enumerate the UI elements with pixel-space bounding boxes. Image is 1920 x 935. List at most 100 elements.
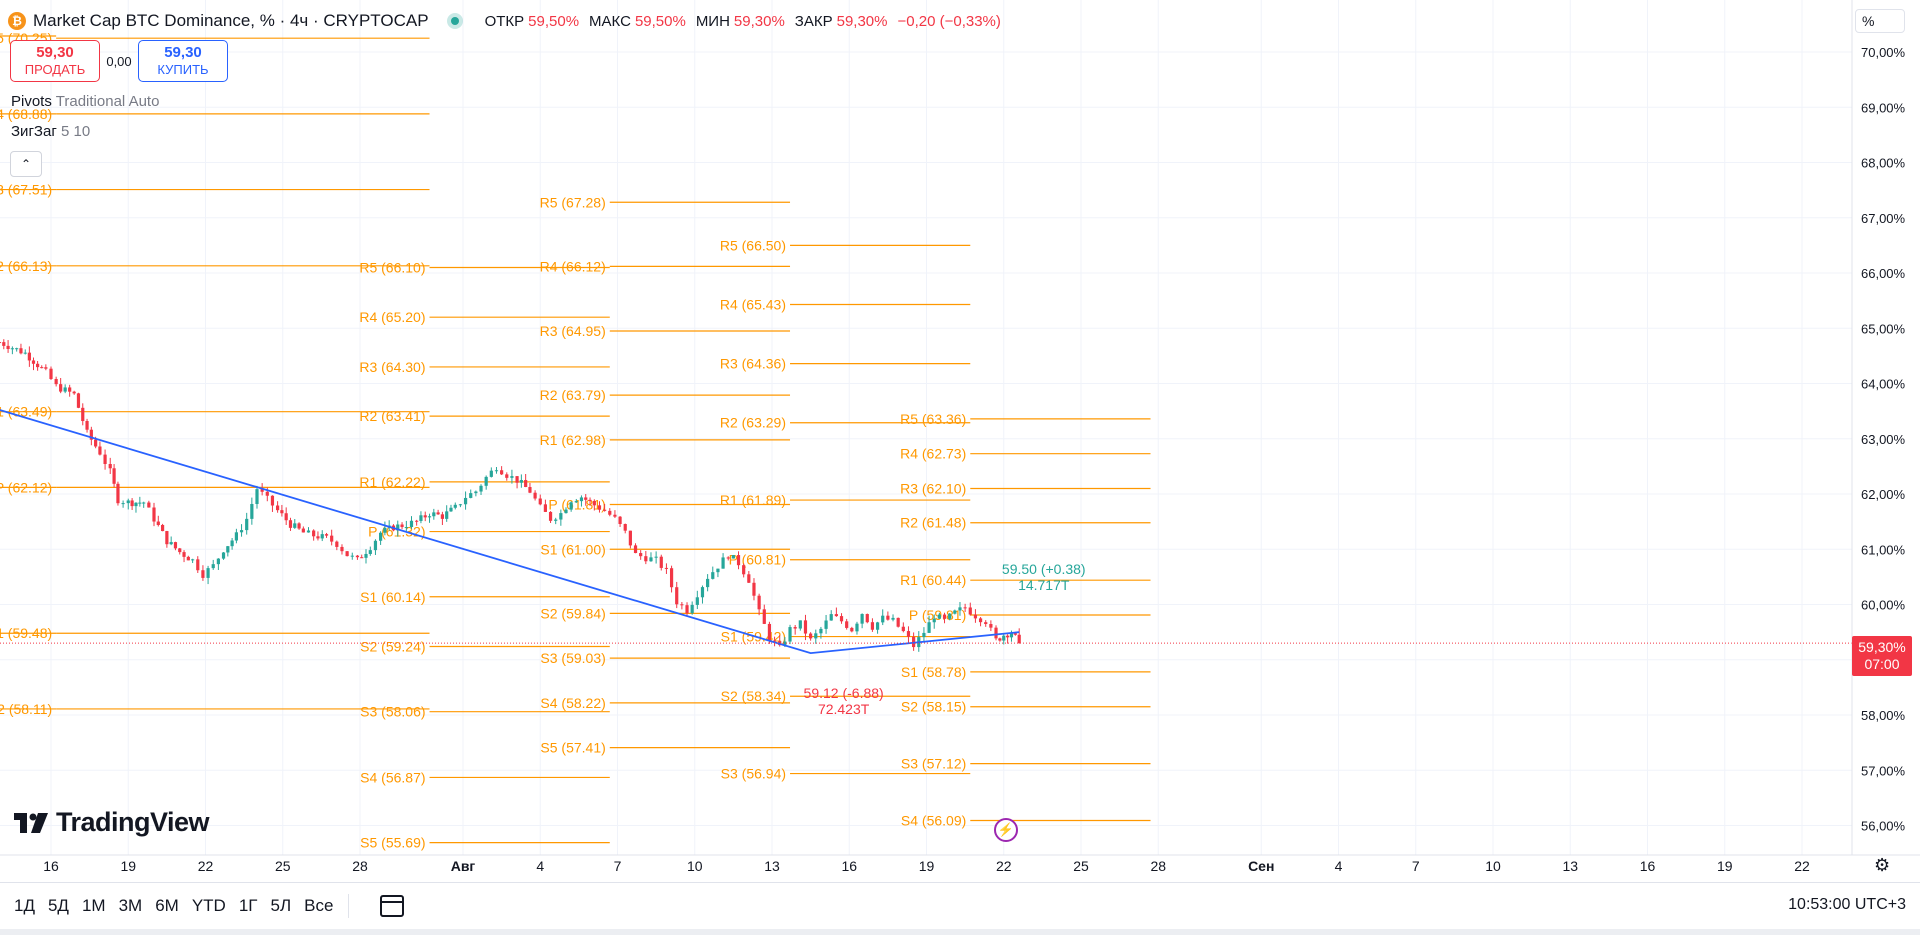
time-tick-label: 16 [841,858,857,874]
clock[interactable]: 10:53:00 UTC+3 [1788,896,1906,913]
candle-body [182,552,186,557]
candle-body [1009,633,1014,638]
pivot-label: R2 (63.79) [540,387,606,403]
candle-body [404,527,408,529]
pivot-label: R1 (63.49) [0,404,52,420]
zigzag-pivot-label: 59.50 (+0.38) [1002,561,1086,577]
range-5d[interactable]: 5Д [47,896,69,915]
range-5y[interactable]: 5Л [270,896,292,915]
candle-body [40,367,44,369]
candle-body [453,504,457,508]
open-label: ОТКР [484,12,525,30]
range-6m[interactable]: 6М [155,896,179,915]
candle-body [829,614,833,621]
candle-body [538,498,542,505]
candle-body [639,553,643,557]
pivot-label: S3 (57.12) [901,756,966,772]
time-tick-label: Сен [1248,858,1274,874]
candle-body [463,497,468,505]
candle-body [953,610,957,614]
price-tick-label: 61,00% [1861,542,1906,557]
chevron-up-icon: ⌃ [20,157,32,171]
candle-body [747,574,751,583]
candle-body [260,489,264,492]
candle-body [994,627,998,639]
pivot-label: R3 (64.95) [540,323,606,339]
indicator-zigzag[interactable]: ЗигЗаг 5 10 [11,123,90,140]
candle-body [850,627,854,632]
candle-body [479,485,483,492]
pivot-label: R4 (66.12) [540,258,606,274]
range-1y[interactable]: 1Г [238,896,258,915]
range-all[interactable]: Все [304,896,334,915]
collapse-legend-button[interactable]: ⌃ [10,151,42,177]
candle-body [68,387,72,392]
candle-body [156,521,160,525]
symbol-title[interactable]: Market Cap BTC Dominance, % · 4ч · CRYPT… [33,11,429,30]
time-tick-label: 4 [536,858,544,874]
candle-body [445,511,449,519]
candle-body [685,605,689,614]
indicator-pivots[interactable]: Pivots Traditional Auto [11,93,159,110]
pivot-label: S2 (59.84) [540,605,605,621]
pivot-label: S4 (56.87) [360,769,425,785]
candle-body [968,607,972,615]
calendar-icon[interactable] [380,895,405,917]
lightning-icon[interactable]: ⚡ [994,818,1018,842]
range-1m[interactable]: 1М [81,896,106,915]
candle-body [196,559,200,571]
candle-body [690,604,694,614]
candle-body [103,454,107,465]
candle-body [875,622,880,630]
pivot-label: S2 (58.34) [721,688,786,704]
tradingview-logo[interactable]: TradingView [14,807,210,838]
candle-body [731,555,735,559]
candle-body [284,513,288,521]
price-tick-label: 57,00% [1861,763,1906,778]
sell-label: ПРОДАТЬ [24,62,86,77]
candle-body [270,495,275,506]
candle-body [469,493,473,498]
candle-body [608,510,612,515]
candle-body [695,597,699,605]
candle-body [226,546,230,553]
candle-body [335,541,339,547]
candle-body [293,523,297,528]
zigzag-volume-label: 72.423T [818,701,870,717]
candle-body [147,502,151,508]
ohlc-values: ОТКР 59,50% МАКС 59,50% МИН 59,30% ЗАКР 59,3… [479,13,1001,30]
time-tick-label: 22 [996,858,1012,874]
candle-body [134,502,138,507]
candle-body [152,507,156,522]
time-tick-label: 13 [1562,858,1578,874]
zigzag-line [0,409,1020,655]
candle-body [255,489,259,504]
buy-button[interactable]: 59,30 КУПИТЬ [138,40,228,82]
candle-body [757,595,761,610]
change-value: −0,20 (−0,33%) [897,12,1001,30]
pivot-label: S3 (56.94) [721,766,786,782]
gear-icon[interactable]: ⚙ [1874,855,1891,875]
candle-body [19,348,23,354]
low-value: 59,30% [733,12,785,30]
candle-body [230,540,234,547]
trade-panel: 59,30 ПРОДАТЬ 0,00 59,30 КУПИТЬ [10,40,228,82]
scale-unit-selector[interactable]: % [1855,9,1905,33]
price-tick-label: 60,00% [1861,598,1906,613]
candle-body [400,524,404,528]
range-ytd[interactable]: YTD [191,896,226,915]
candle-body [839,616,844,622]
candle-body [108,464,112,469]
range-1d[interactable]: 1Д [14,896,35,915]
time-tick-label: 22 [198,858,214,874]
candle-body [906,631,911,637]
candle-body [494,470,499,472]
candle-body [510,476,514,478]
range-3m[interactable]: 3М [118,896,143,915]
candle-body [239,530,244,533]
candle-body [628,530,632,546]
candle-body [588,499,592,501]
sell-button[interactable]: 59,30 ПРОДАТЬ [10,40,100,82]
candle-body [301,528,305,533]
